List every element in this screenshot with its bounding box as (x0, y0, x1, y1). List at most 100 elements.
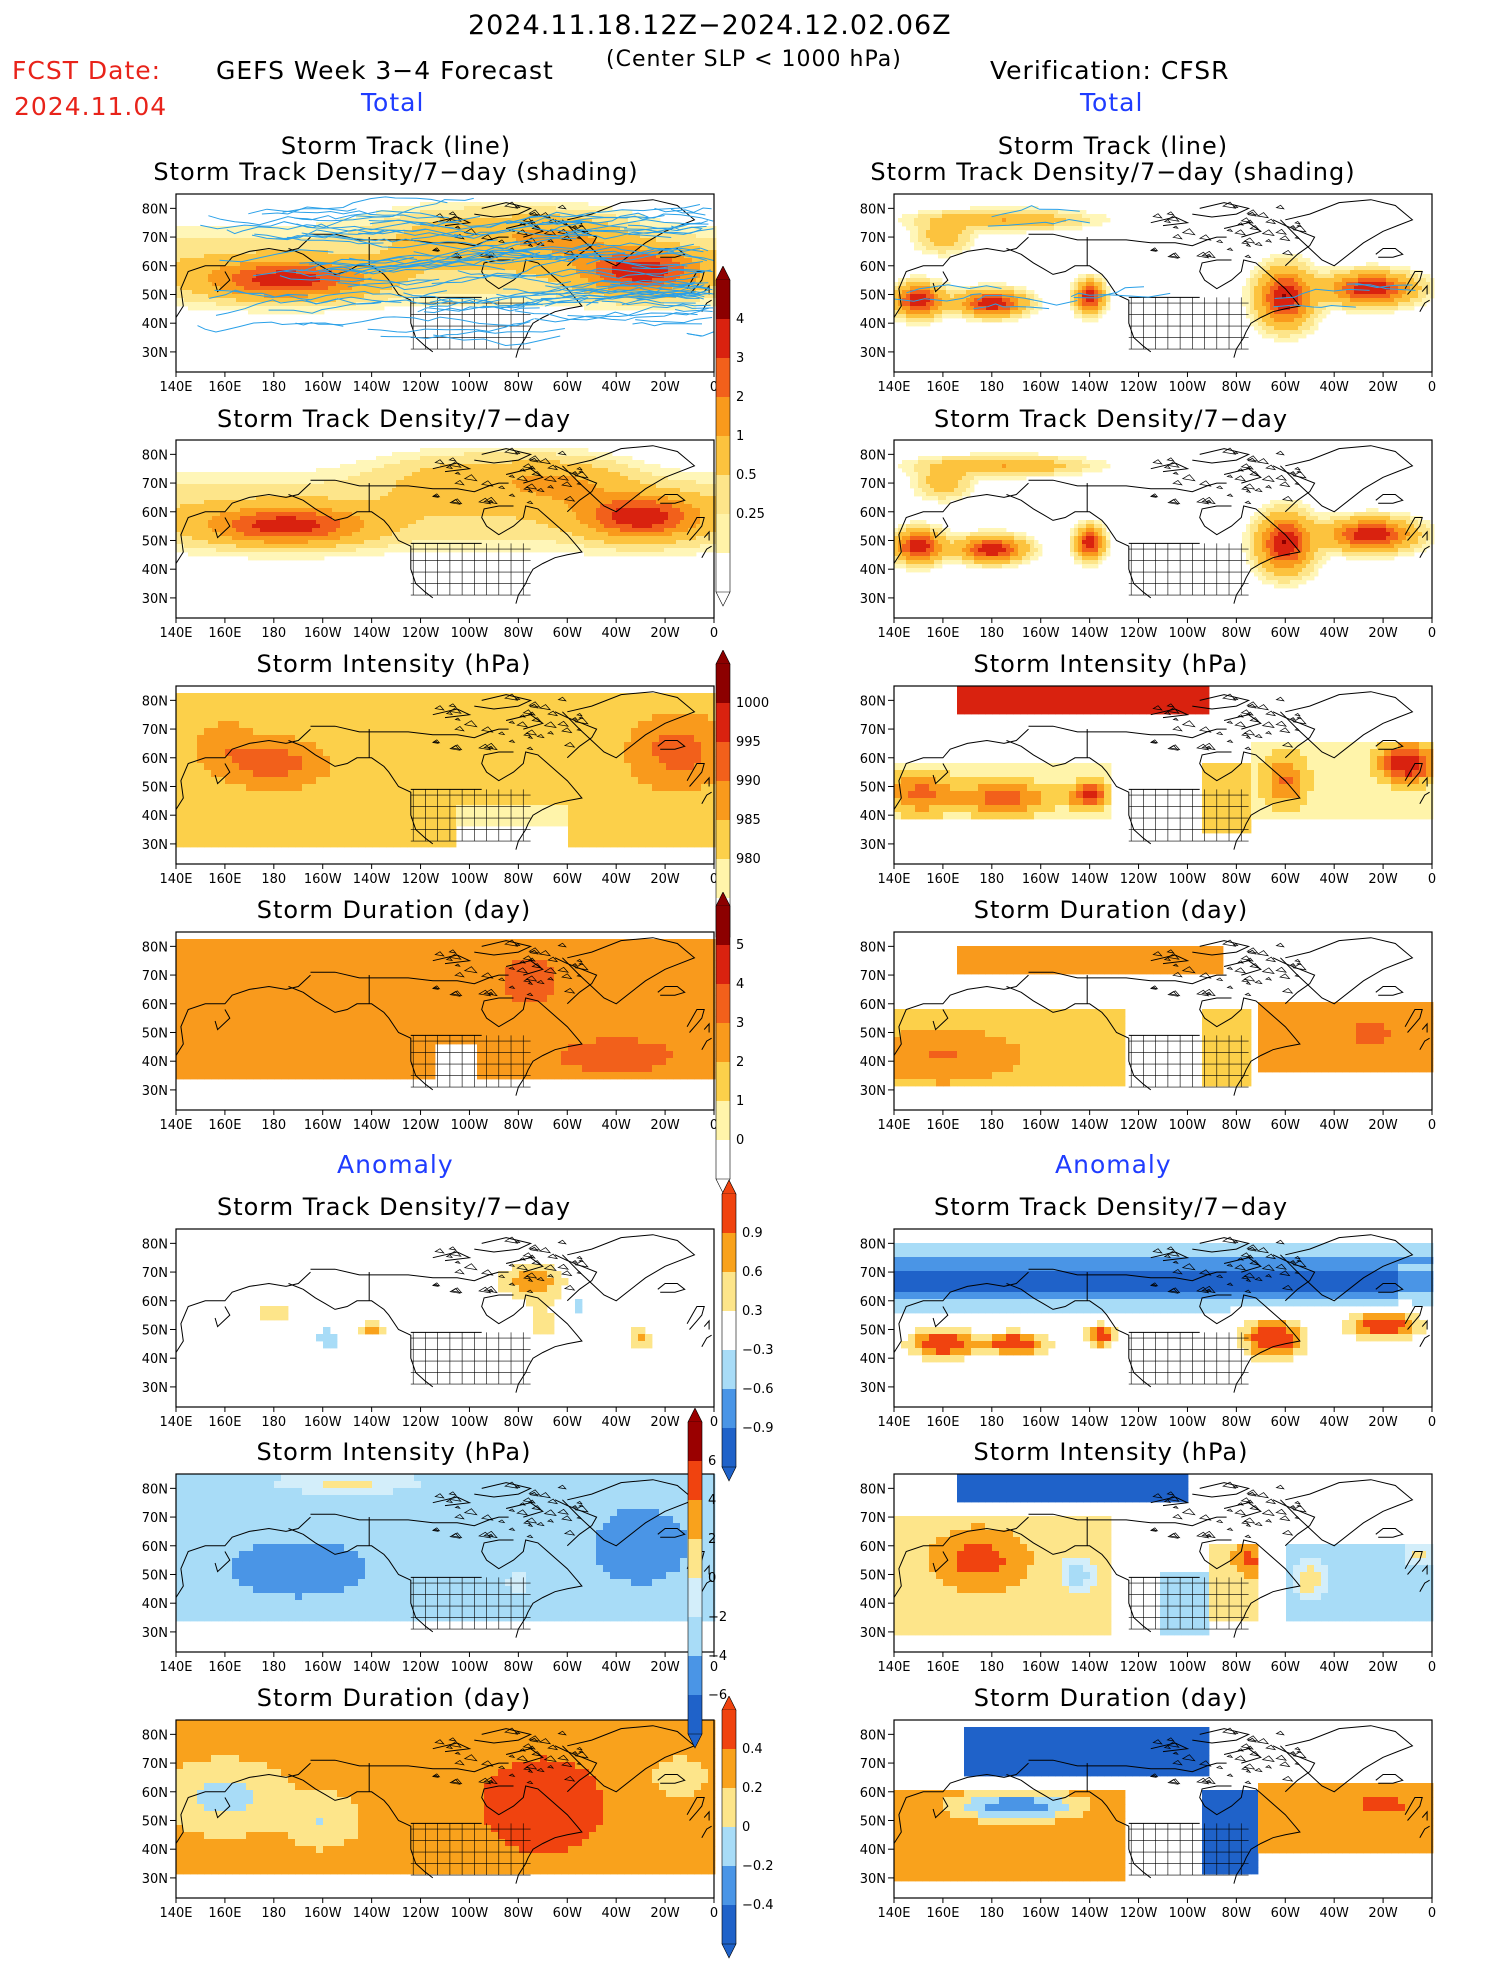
field-cell (220, 234, 224, 238)
field-cell (260, 250, 264, 254)
field-cell (934, 222, 938, 226)
field-cell (914, 294, 918, 298)
field-cell (1254, 286, 1258, 290)
field-cell (364, 286, 368, 290)
field-cell (1394, 274, 1398, 278)
field-cell (922, 238, 926, 242)
field-cell (244, 298, 248, 302)
field-cell (926, 238, 930, 242)
field-cell (204, 286, 208, 290)
field-cell (256, 270, 260, 274)
field-cell (188, 242, 192, 246)
field-cell (914, 230, 918, 234)
field-cell (1306, 326, 1310, 330)
field-cell (188, 480, 192, 484)
field-cell (276, 262, 280, 266)
field-cell (946, 222, 950, 226)
field-cell (672, 242, 676, 246)
field-cell (1246, 278, 1250, 282)
field-cell (540, 206, 544, 210)
field-cell (252, 246, 256, 250)
field-cell (1262, 310, 1266, 314)
field-cell (188, 226, 192, 230)
field-cell (982, 222, 986, 226)
field-cell (922, 230, 926, 234)
field-cell (236, 298, 240, 302)
field-cell (228, 266, 232, 270)
field-cell (958, 294, 962, 298)
field-cell (604, 282, 608, 286)
field-cell (994, 310, 998, 314)
field-cell (656, 262, 660, 266)
field-cell (978, 214, 982, 218)
field-cell (1366, 306, 1370, 310)
field-cell (228, 246, 232, 250)
field-cell (1362, 298, 1366, 302)
field-cell (304, 258, 308, 262)
field-cell (408, 226, 412, 230)
field-cell (240, 278, 244, 282)
field-cell (1026, 310, 1030, 314)
field-cell (1106, 286, 1110, 290)
field-cell (176, 484, 180, 488)
field-cell (192, 492, 196, 496)
lat-tick-label: 60N (860, 260, 886, 275)
field-cell (1366, 298, 1370, 302)
field-cell (360, 246, 364, 250)
field-cell (304, 294, 308, 298)
field-cell (188, 286, 192, 290)
field-cell (1294, 322, 1298, 326)
field-cell (416, 246, 420, 250)
field-cell (966, 314, 970, 318)
field-cell (1282, 318, 1286, 322)
field-cell (516, 298, 520, 302)
field-cell (1026, 290, 1030, 294)
field-cell (236, 246, 240, 250)
field-cell (184, 242, 188, 246)
field-cell (676, 238, 680, 242)
field-cell (1314, 322, 1318, 326)
field-cell (1334, 278, 1338, 282)
field-cell (496, 282, 500, 286)
field-cell (1402, 302, 1406, 306)
field-cell (320, 310, 324, 314)
field-cell (184, 250, 188, 254)
field-cell (1298, 310, 1302, 314)
field-cell (902, 214, 906, 218)
field-cell (922, 294, 926, 298)
field-cell (204, 298, 208, 302)
field-cell (260, 258, 264, 262)
field-cell (1002, 302, 1006, 306)
field-cell (192, 238, 196, 242)
field-cell (408, 290, 412, 294)
field-cell (324, 286, 328, 290)
field-cell (208, 242, 212, 246)
field-cell (1254, 290, 1258, 294)
field-cell (232, 250, 236, 254)
field-cell (200, 274, 204, 278)
field-cell (1094, 298, 1098, 302)
field-cell (910, 306, 914, 310)
field-cell (200, 250, 204, 254)
field-cell (942, 314, 946, 318)
field-cell (914, 226, 918, 230)
field-cell (232, 270, 236, 274)
field-cell (926, 222, 930, 226)
field-cell (994, 226, 998, 230)
field-cell (292, 230, 296, 234)
field-cell (256, 282, 260, 286)
field-cell (492, 214, 496, 218)
field-cell (552, 242, 556, 246)
field-cell (240, 246, 244, 250)
field-cell (1354, 274, 1358, 278)
field-cell (926, 302, 930, 306)
field-cell (176, 234, 180, 238)
field-cell (954, 238, 958, 242)
field-cell (1370, 290, 1374, 294)
field-cell (1266, 298, 1270, 302)
field-cell (1254, 274, 1258, 278)
field-cell (1030, 214, 1034, 218)
field-cell (196, 274, 200, 278)
field-cell (244, 246, 248, 250)
field-cell (1006, 218, 1010, 222)
